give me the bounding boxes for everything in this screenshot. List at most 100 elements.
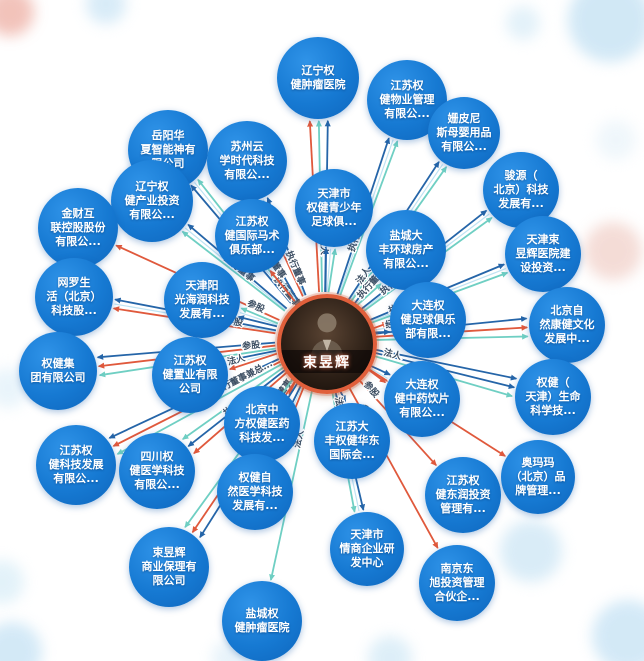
center-person-node[interactable]: 束昱辉 bbox=[277, 294, 377, 394]
company-node-label-line: 发展有... bbox=[179, 307, 225, 321]
company-node-label-line: 骏源（ bbox=[504, 168, 538, 182]
company-node-label-line: 天津阳 bbox=[185, 278, 219, 292]
company-node-label-line: 然医学科技 bbox=[227, 484, 283, 498]
company-node[interactable]: 江苏权 健东润投资 管理有... bbox=[425, 457, 501, 533]
company-node[interactable]: 盐城大 丰环球房产 有限公... bbox=[366, 210, 446, 290]
company-node-label-line: 北京中 bbox=[245, 402, 279, 416]
company-node[interactable]: 大连权 健中药饮片 有限公... bbox=[384, 361, 460, 437]
company-node-label-line: 部有限... bbox=[405, 327, 451, 341]
edge-line bbox=[228, 352, 278, 371]
company-node-label-line: 团有限公司 bbox=[30, 371, 86, 384]
company-node[interactable]: 网罗生 活（北京） 科技股... bbox=[35, 258, 113, 336]
company-node-label-line: 江苏权 bbox=[390, 78, 424, 92]
company-node-label-line: 健肿瘤医院 bbox=[290, 78, 346, 91]
company-node-label-line: 权健集 bbox=[41, 356, 75, 370]
edge-line bbox=[181, 230, 286, 312]
company-node-label-line: （北京）品 bbox=[510, 469, 566, 483]
company-node-label-line: 有限公... bbox=[55, 235, 101, 249]
company-node[interactable]: 权健集 团有限公司 bbox=[19, 332, 97, 410]
company-node-label-line: 斯母婴用品 bbox=[436, 125, 492, 139]
company-node-label-line: 发展中... bbox=[544, 332, 590, 346]
company-node[interactable]: 权健自 然医学科技 发展有... bbox=[217, 454, 293, 530]
company-node[interactable]: 骏源（ 北京）科技 发展有... bbox=[483, 152, 559, 228]
company-node[interactable]: 北京中 方权健医药 科技发... bbox=[224, 386, 300, 462]
company-node[interactable]: 北京自 然康健文化 发展中... bbox=[529, 287, 605, 363]
company-node[interactable]: 苏州云 学时代科技 有限公... bbox=[207, 121, 287, 201]
company-node-label-line: 江苏权 bbox=[59, 443, 93, 457]
company-node-label-line: 权健青少年 bbox=[306, 200, 362, 214]
company-node[interactable]: 奥玛玛 （北京）品 牌管理... bbox=[501, 440, 575, 514]
edge-relation-label: 参股 bbox=[241, 338, 261, 352]
company-node[interactable]: 江苏大 丰权健华东 国际会... bbox=[314, 403, 390, 479]
company-node-label-line: 限公司 bbox=[152, 574, 186, 588]
company-node-label-line: 权健（ bbox=[536, 375, 570, 389]
company-node-label-line: 有限公... bbox=[441, 140, 487, 154]
company-node[interactable]: 四川权 健医学科技 有限公... bbox=[119, 433, 195, 509]
company-node[interactable]: 束昱辉 商业保理有 限公司 bbox=[129, 527, 209, 607]
company-node-label-line: 昱辉医院建 bbox=[515, 246, 571, 260]
company-node-label-line: 健物业管理 bbox=[379, 92, 435, 106]
bokeh-circle bbox=[596, 120, 636, 160]
company-node[interactable]: 天津束 昱辉医院建 设投资... bbox=[505, 216, 581, 292]
company-node-label-line: 旭投资管理 bbox=[429, 575, 485, 589]
company-node-label-line: 大连权 bbox=[411, 298, 445, 312]
company-node[interactable]: 江苏权 健国际马术 俱乐部... bbox=[215, 199, 289, 273]
company-node-label-line: 健产业投资 bbox=[124, 193, 180, 207]
company-node-label-line: 有限公... bbox=[383, 257, 429, 271]
company-node[interactable]: 金财互 联控股股份 有限公... bbox=[38, 188, 118, 268]
company-node[interactable]: 辽宁权 健产业投资 有限公... bbox=[111, 160, 193, 242]
company-node-label-line: 苏州云 bbox=[230, 139, 264, 153]
company-node-label-line: 国际会... bbox=[329, 448, 375, 462]
company-node[interactable]: 盐城权 健肿瘤医院 bbox=[222, 581, 302, 661]
company-node-label-line: 商业保理有 bbox=[141, 559, 197, 573]
edge-line bbox=[326, 248, 332, 293]
edge-relation-label: 参股 bbox=[361, 378, 383, 400]
company-node-label-line: 健科技发展 bbox=[48, 457, 104, 471]
company-node-label-line: 光海润科技 bbox=[174, 292, 230, 306]
company-node-label-line: 江苏权 bbox=[446, 473, 480, 487]
company-node-label-line: 合伙企... bbox=[434, 590, 480, 604]
company-node-label-line: 北京）科技 bbox=[493, 182, 549, 196]
company-node-label-line: 姗皮尼 bbox=[447, 111, 481, 125]
company-node[interactable]: 江苏权 健科技发展 有限公... bbox=[36, 425, 116, 505]
edge-line bbox=[269, 269, 296, 302]
company-node-label-line: 大连权 bbox=[405, 377, 439, 391]
company-node[interactable]: 大连权 健足球俱乐 部有限... bbox=[390, 282, 466, 358]
company-node-label-line: 奥玛玛 bbox=[521, 455, 555, 469]
company-node[interactable]: 天津市 权健青少年 足球俱... bbox=[295, 169, 373, 247]
company-node-label-line: 发展有... bbox=[498, 197, 544, 211]
company-node-label-line: 管理有... bbox=[440, 502, 486, 516]
edge-line bbox=[323, 247, 330, 293]
company-node-label-line: 公司 bbox=[179, 382, 201, 396]
company-node-label-line: 活（北京） bbox=[46, 289, 102, 303]
edge-line bbox=[237, 315, 278, 328]
company-node[interactable]: 姗皮尼 斯母婴用品 有限公... bbox=[428, 97, 500, 169]
company-node-label-line: 健足球俱乐 bbox=[400, 312, 456, 326]
center-person-name: 束昱辉 bbox=[281, 349, 373, 374]
company-node-label-line: 江苏权 bbox=[235, 214, 269, 228]
company-node[interactable]: 南京东 旭投资管理 合伙企... bbox=[419, 545, 495, 621]
company-node-label-line: 健中药饮片 bbox=[394, 391, 450, 405]
company-node-label-line: 江苏大 bbox=[335, 419, 369, 433]
company-node-label-line: 方权健医药 bbox=[234, 416, 290, 430]
company-node[interactable]: 辽宁权 健肿瘤医院 bbox=[277, 37, 359, 119]
company-node-label-line: 健国际马术 bbox=[224, 228, 280, 242]
edge-line bbox=[273, 267, 297, 301]
company-node-label-line: 健肿瘤医院 bbox=[234, 621, 290, 634]
company-node[interactable]: 天津市 情商企业研 发中心 bbox=[330, 512, 404, 586]
company-node-label-line: 岳阳华 bbox=[151, 128, 185, 142]
company-node-label-line: 金财互 bbox=[61, 206, 95, 220]
company-node-label-line: 牌管理... bbox=[515, 484, 561, 498]
company-node[interactable]: 江苏权 健置业有限 公司 bbox=[152, 337, 228, 413]
company-node[interactable]: 权健（ 天津）生命 科学技... bbox=[515, 359, 591, 435]
company-node-label-line: 联控股股份 bbox=[50, 220, 106, 234]
company-node-label-line: 盐城权 bbox=[245, 606, 279, 620]
company-node[interactable]: 天津阳 光海润科技 发展有... bbox=[164, 262, 240, 338]
edge-line bbox=[370, 347, 518, 381]
company-node-label-line: 健医学科技 bbox=[129, 463, 185, 477]
company-node-label-line: 健东润投资 bbox=[435, 487, 491, 501]
company-node-label-line: 情商企业研 bbox=[339, 541, 395, 555]
company-node-label-line: 发展有... bbox=[232, 499, 278, 513]
edge-line bbox=[228, 351, 277, 366]
